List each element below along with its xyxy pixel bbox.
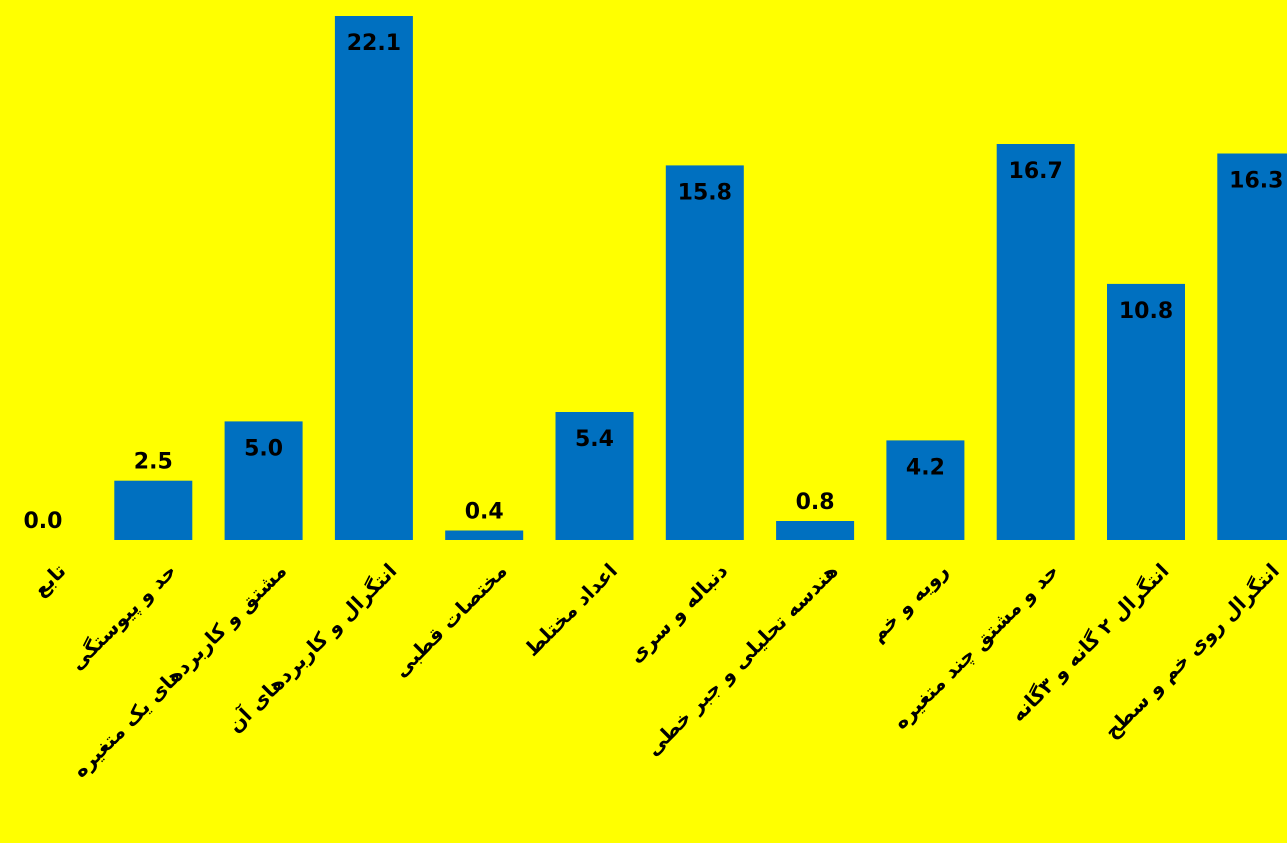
value-label-1: 2.5 [134,450,173,475]
category-label-1: حد و پیوستگی [65,559,182,676]
category-label-5: اعداد مختلط [520,559,622,661]
bar-8 [886,440,965,540]
value-label-8: 4.2 [906,455,945,480]
bar-3 [334,16,413,540]
bar-1 [114,480,193,540]
bar-9 [996,144,1075,540]
bar-11 [1217,153,1287,540]
bar-5 [555,412,634,540]
category-label-6: دنباله و سری [624,559,733,668]
value-label-6: 15.8 [678,180,732,205]
category-label-11: انتگرال روی خم و سطح [1099,559,1284,744]
value-label-4: 0.4 [465,500,504,525]
bar-10 [1107,283,1185,540]
category-label-2: مشتق و کاربردهای یک متغیره [68,559,291,782]
value-label-10: 10.8 [1119,299,1173,324]
bars-layer [114,16,1287,540]
bar-7 [776,521,855,540]
bar-2 [224,421,303,540]
value-label-5: 5.4 [575,427,614,452]
value-label-2: 5.0 [244,436,283,461]
value-label-11: 16.3 [1229,169,1283,194]
value-label-7: 0.8 [796,490,835,515]
category-label-8: رویه و خم [865,559,953,647]
bar-4 [445,530,524,540]
category-label-4: مختصات قطبی [389,559,512,682]
category-label-0: تابع [28,559,71,602]
value-labels-layer: 0.0 2.5 5.0 22.1 0.4 5.4 15.8 0.8 4.2 16.7 10.8 16.… [24,31,1284,534]
value-label-9: 16.7 [1009,159,1063,184]
value-label-3: 22.1 [347,31,401,56]
value-label-0: 0.0 [24,509,63,534]
bar-6 [665,165,744,540]
category-label-7: هندسه تحلیلی و جبر خطی [641,559,843,761]
